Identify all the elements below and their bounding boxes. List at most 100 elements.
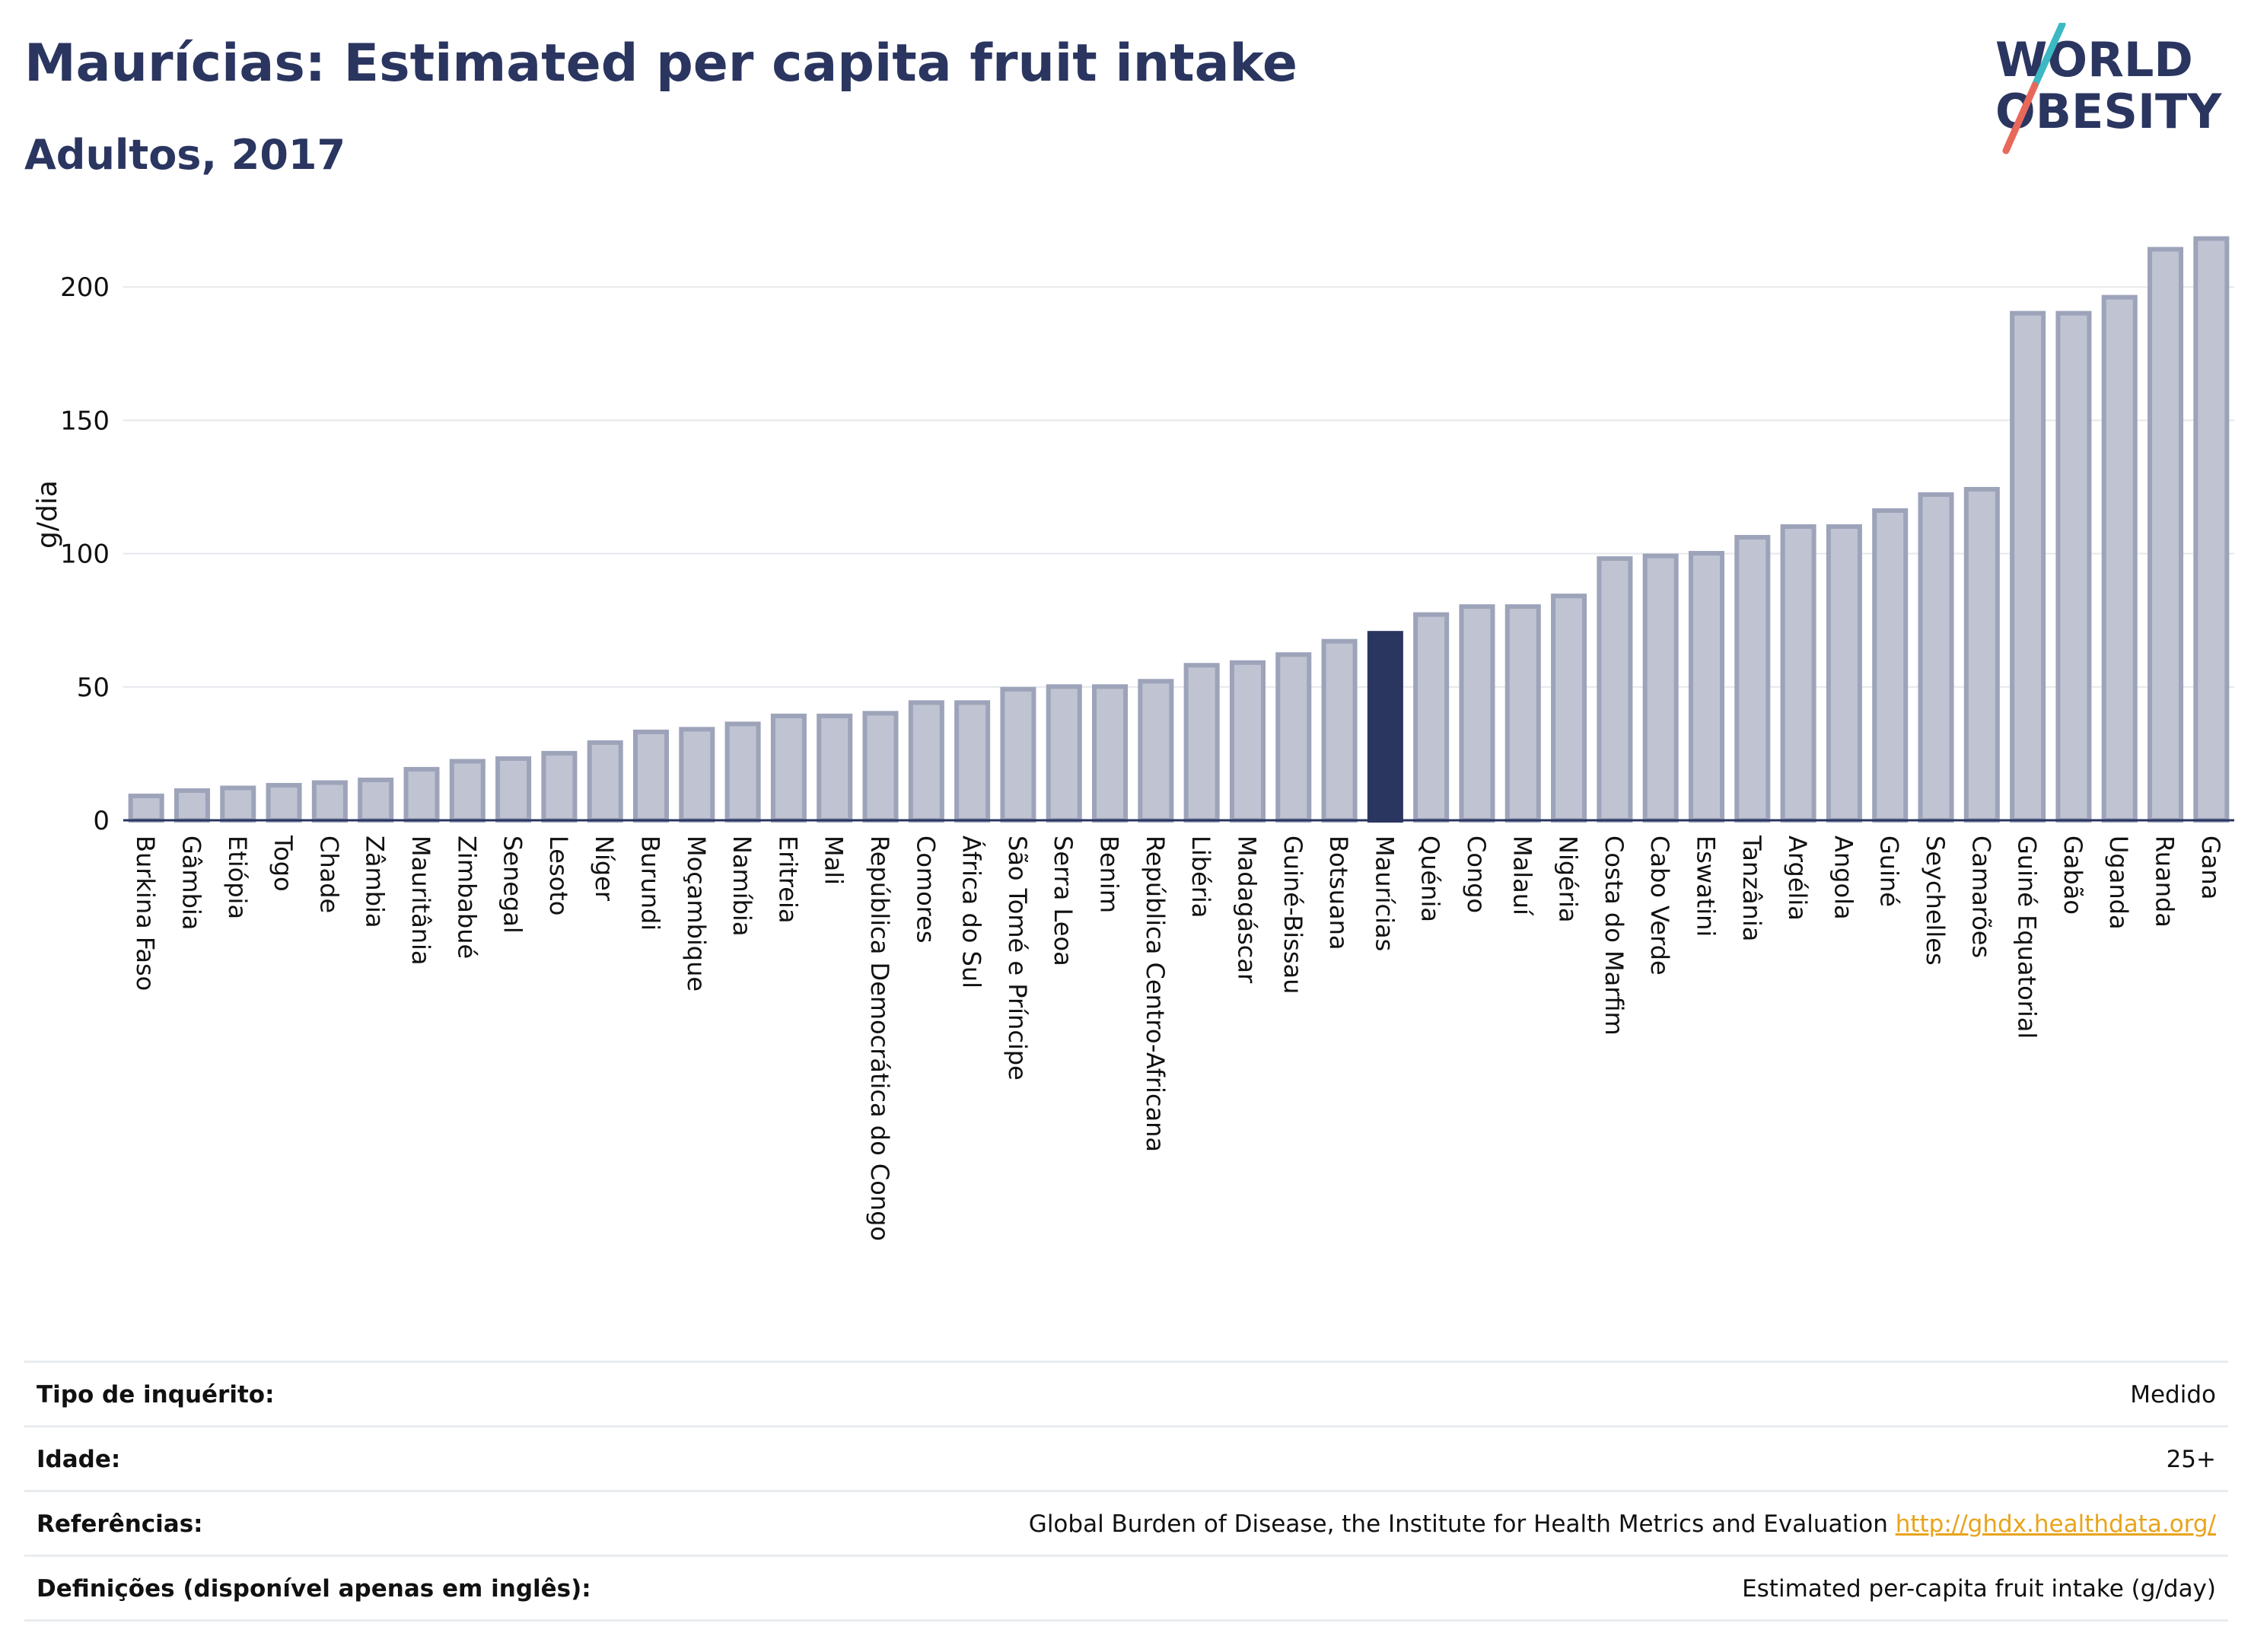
bar[interactable] <box>1642 553 1679 823</box>
x-tick-label: Mauritânia <box>406 836 435 965</box>
x-tick-label: Seychelles <box>1921 836 1950 966</box>
bar[interactable] <box>1597 556 1633 823</box>
bar[interactable] <box>2148 247 2184 823</box>
bar[interactable] <box>1963 486 2000 823</box>
info-row-references: Referências: Global Burden of Disease, t… <box>24 1490 2228 1555</box>
bar[interactable] <box>1321 638 1358 823</box>
bar[interactable] <box>724 721 761 823</box>
bar[interactable] <box>2055 310 2092 823</box>
x-tick-label: Gâmbia <box>177 836 205 930</box>
y-tick-label: 150 <box>60 406 110 436</box>
x-tick-label: Maurícias <box>1370 836 1399 951</box>
axes: 0 50 100 150 200 Burkina Faso Gâmbia Etiópia Tog… <box>60 272 2234 1241</box>
bar[interactable] <box>1551 594 1587 823</box>
reference-link[interactable]: http://ghdx.healthdata.org/ <box>1895 1510 2216 1538</box>
x-tick-label: Moçambique <box>682 836 711 992</box>
x-tick-label: Namíbia <box>728 836 756 936</box>
x-tick-label: República Democrática do Congo <box>865 836 894 1241</box>
x-tick-label: Malauí <box>1508 836 1536 916</box>
bar[interactable] <box>954 700 991 823</box>
x-tick-label: Botsuana <box>1324 836 1353 950</box>
x-tick-label: Guiné <box>1875 836 1904 907</box>
bar[interactable] <box>1183 663 1220 823</box>
x-tick-label: Níger <box>590 836 619 902</box>
bar[interactable] <box>862 711 899 823</box>
bar[interactable] <box>541 750 578 823</box>
bar[interactable] <box>1872 508 1909 823</box>
info-row-age: Idade: 25+ <box>24 1425 2228 1490</box>
bar[interactable] <box>817 713 853 823</box>
bar[interactable] <box>1275 652 1312 823</box>
x-tick-label: Guiné Equatorial <box>2013 836 2042 1039</box>
y-axis-label: g/dia <box>32 480 63 549</box>
bar[interactable] <box>1229 660 1266 823</box>
bar[interactable] <box>495 756 532 823</box>
x-tick-label: Burundi <box>636 836 665 931</box>
x-tick-label: Libéria <box>1186 836 1215 918</box>
bar[interactable] <box>908 700 944 823</box>
logo-slash-coral <box>2002 81 2039 154</box>
bar[interactable] <box>1413 612 1450 823</box>
reference-text: Global Burden of Disease, the Institute … <box>1028 1510 1888 1538</box>
bar[interactable] <box>1688 551 1725 823</box>
bar[interactable] <box>266 782 302 823</box>
info-table: Tipo de inquérito: Medido Idade: 25+ Ref… <box>24 1361 2228 1622</box>
bar[interactable] <box>1734 535 1771 823</box>
bar[interactable] <box>1918 492 1954 823</box>
x-tick-label: Cabo Verde <box>1645 836 1674 976</box>
x-tick-label: África do Sul <box>957 836 986 988</box>
bar[interactable] <box>1046 684 1082 823</box>
x-tick-label: Nigéria <box>1554 836 1583 922</box>
x-tick-label: Ruanda <box>2151 836 2179 928</box>
bar[interactable] <box>220 785 256 823</box>
x-tick-label: Tanzânia <box>1737 835 1766 941</box>
bar[interactable] <box>174 788 210 823</box>
x-tick-label: Serra Leoa <box>1049 836 1078 966</box>
info-label: Definições (disponível apenas em inglês)… <box>37 1575 591 1603</box>
x-tick-label: Togo <box>269 835 298 892</box>
x-tick-label: Quénia <box>1416 836 1445 922</box>
bar[interactable] <box>632 729 670 823</box>
x-tick-label: Argélia <box>1783 836 1812 921</box>
bar[interactable] <box>679 727 715 823</box>
x-tick-label: Gana <box>2196 836 2225 899</box>
info-row-survey-type: Tipo de inquérito: Medido <box>24 1361 2228 1425</box>
info-value: Medido <box>2130 1381 2216 1408</box>
x-tick-label: Comores <box>911 836 940 943</box>
logo-slash-teal <box>2031 23 2066 89</box>
y-tick-label: 50 <box>77 673 110 703</box>
bar[interactable] <box>403 766 440 823</box>
bar[interactable] <box>311 780 348 823</box>
x-tick-label: Madagáscar <box>1232 836 1261 984</box>
world-obesity-logo: WORLD OBESITY <box>1995 23 2222 154</box>
bar[interactable] <box>128 793 164 823</box>
bar[interactable] <box>1459 604 1495 823</box>
bar[interactable] <box>1504 604 1541 823</box>
bar[interactable] <box>449 759 486 823</box>
bar-highlight[interactable] <box>1367 631 1403 823</box>
x-tick-label: República Centro-Africana <box>1141 836 1170 1152</box>
x-tick-label: Zimbabué <box>452 836 481 959</box>
x-tick-label: Lesoto <box>544 836 573 915</box>
x-tick-label: Eswatini <box>1692 836 1721 937</box>
x-tick-label: Camarões <box>1966 836 1995 958</box>
chart-title: Maurícias: Estimated per capita fruit in… <box>24 33 1298 94</box>
y-tick-label: 100 <box>60 540 110 570</box>
bar[interactable] <box>2101 294 2138 823</box>
bar[interactable] <box>1780 524 1816 823</box>
bar[interactable] <box>770 713 807 823</box>
logo-line1: WORLD <box>1995 32 2193 88</box>
x-tick-label: Zâmbia <box>361 836 390 928</box>
bar[interactable] <box>1826 524 1862 823</box>
x-tick-label: Chade <box>314 836 343 913</box>
bar[interactable] <box>1092 684 1129 823</box>
bar[interactable] <box>2010 310 2046 823</box>
x-tick-label: Gabão <box>2058 836 2087 915</box>
bar[interactable] <box>1138 679 1174 823</box>
grid-lines <box>123 286 2234 688</box>
bar[interactable] <box>2193 236 2230 823</box>
bar[interactable] <box>1000 686 1036 823</box>
bar[interactable] <box>587 740 623 823</box>
bar[interactable] <box>358 777 394 823</box>
x-tick-label: Burkina Faso <box>131 836 160 991</box>
